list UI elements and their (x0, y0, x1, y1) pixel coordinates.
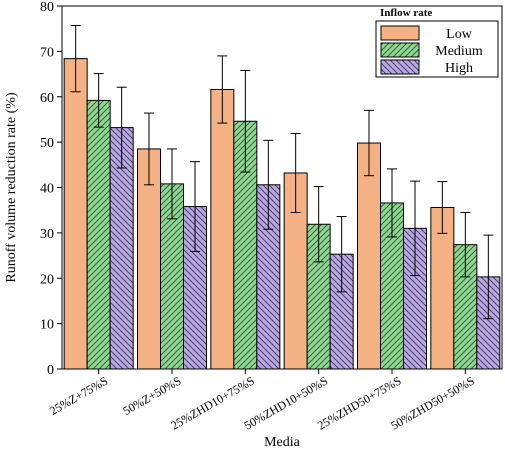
legend: Inflow rate Low Medium High (375, 7, 499, 78)
x-tick-label: 50%Z+50%S (120, 373, 183, 418)
error-bars (70, 25, 494, 320)
legend-label-high: High (445, 61, 473, 76)
y-tick-label: 80 (40, 0, 54, 15)
y-tick-label: 0 (47, 363, 54, 378)
x-axis-label: Media (264, 435, 301, 450)
bar-medium (86, 99, 111, 370)
y-tick-label: 40 (40, 182, 54, 197)
y-tick-label: 30 (40, 227, 54, 242)
legend-title: Inflow rate (380, 7, 432, 19)
y-tick-label: 10 (40, 318, 54, 333)
legend-swatch-high (380, 59, 420, 75)
y-axis-label: Runoff volume reduction rate (%) (4, 92, 19, 283)
x-axis-ticks: 25%Z+75%S 50%Z+50%S25%ZHD10+75%S50%ZHD10+… (47, 369, 477, 433)
y-tick-label: 50 (40, 136, 54, 151)
y-tick-label: 70 (40, 45, 54, 60)
legend-label-low: Low (446, 27, 473, 42)
y-tick-label: 20 (40, 272, 54, 287)
bar-low (210, 88, 235, 370)
bars (63, 58, 501, 370)
y-axis-ticks: 0 10 20 30 40 50 60 70 80 (40, 0, 62, 378)
plot-frame (61, 5, 503, 370)
bar-low (357, 142, 381, 370)
legend-swatch-low (380, 25, 420, 41)
legend-swatch-medium (380, 42, 420, 58)
legend-label-medium: Medium (435, 44, 483, 59)
x-tick-label: 25%Z+75%S (47, 373, 110, 418)
y-tick-label: 60 (40, 91, 54, 106)
bar-low (63, 58, 88, 370)
